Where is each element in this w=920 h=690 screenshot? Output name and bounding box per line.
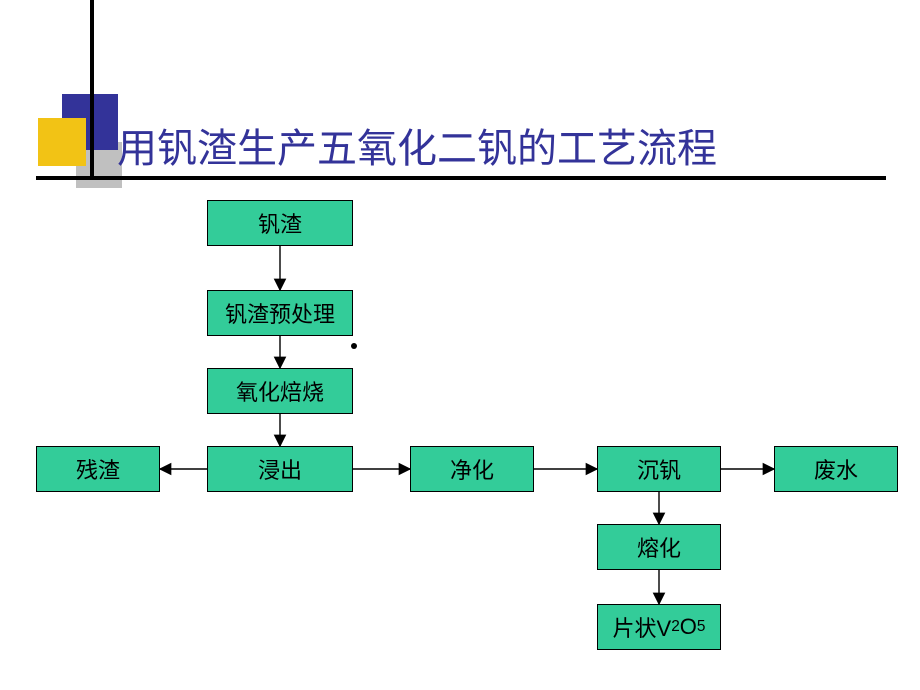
flow-node-slag: 钒渣 [207, 200, 353, 246]
flow-node-waste: 废水 [774, 446, 898, 492]
flow-node-pretreat: 钒渣预处理 [207, 290, 353, 336]
flow-node-roast: 氧化焙烧 [207, 368, 353, 414]
header-decor-yellow [38, 118, 86, 166]
flow-node-melt: 熔化 [597, 524, 721, 570]
page-title: 用钒渣生产五氧化二钒的工艺流程 [117, 116, 717, 174]
flow-node-residue: 残渣 [36, 446, 160, 492]
flow-arrows [0, 0, 920, 690]
flow-node-product: 片状V2O5 [597, 604, 721, 650]
decor-dot [351, 343, 357, 349]
flow-node-leach: 浸出 [207, 446, 353, 492]
header-hline [36, 176, 886, 180]
header-vline [90, 0, 94, 176]
flow-node-purify: 净化 [410, 446, 534, 492]
flow-node-precip: 沉钒 [597, 446, 721, 492]
